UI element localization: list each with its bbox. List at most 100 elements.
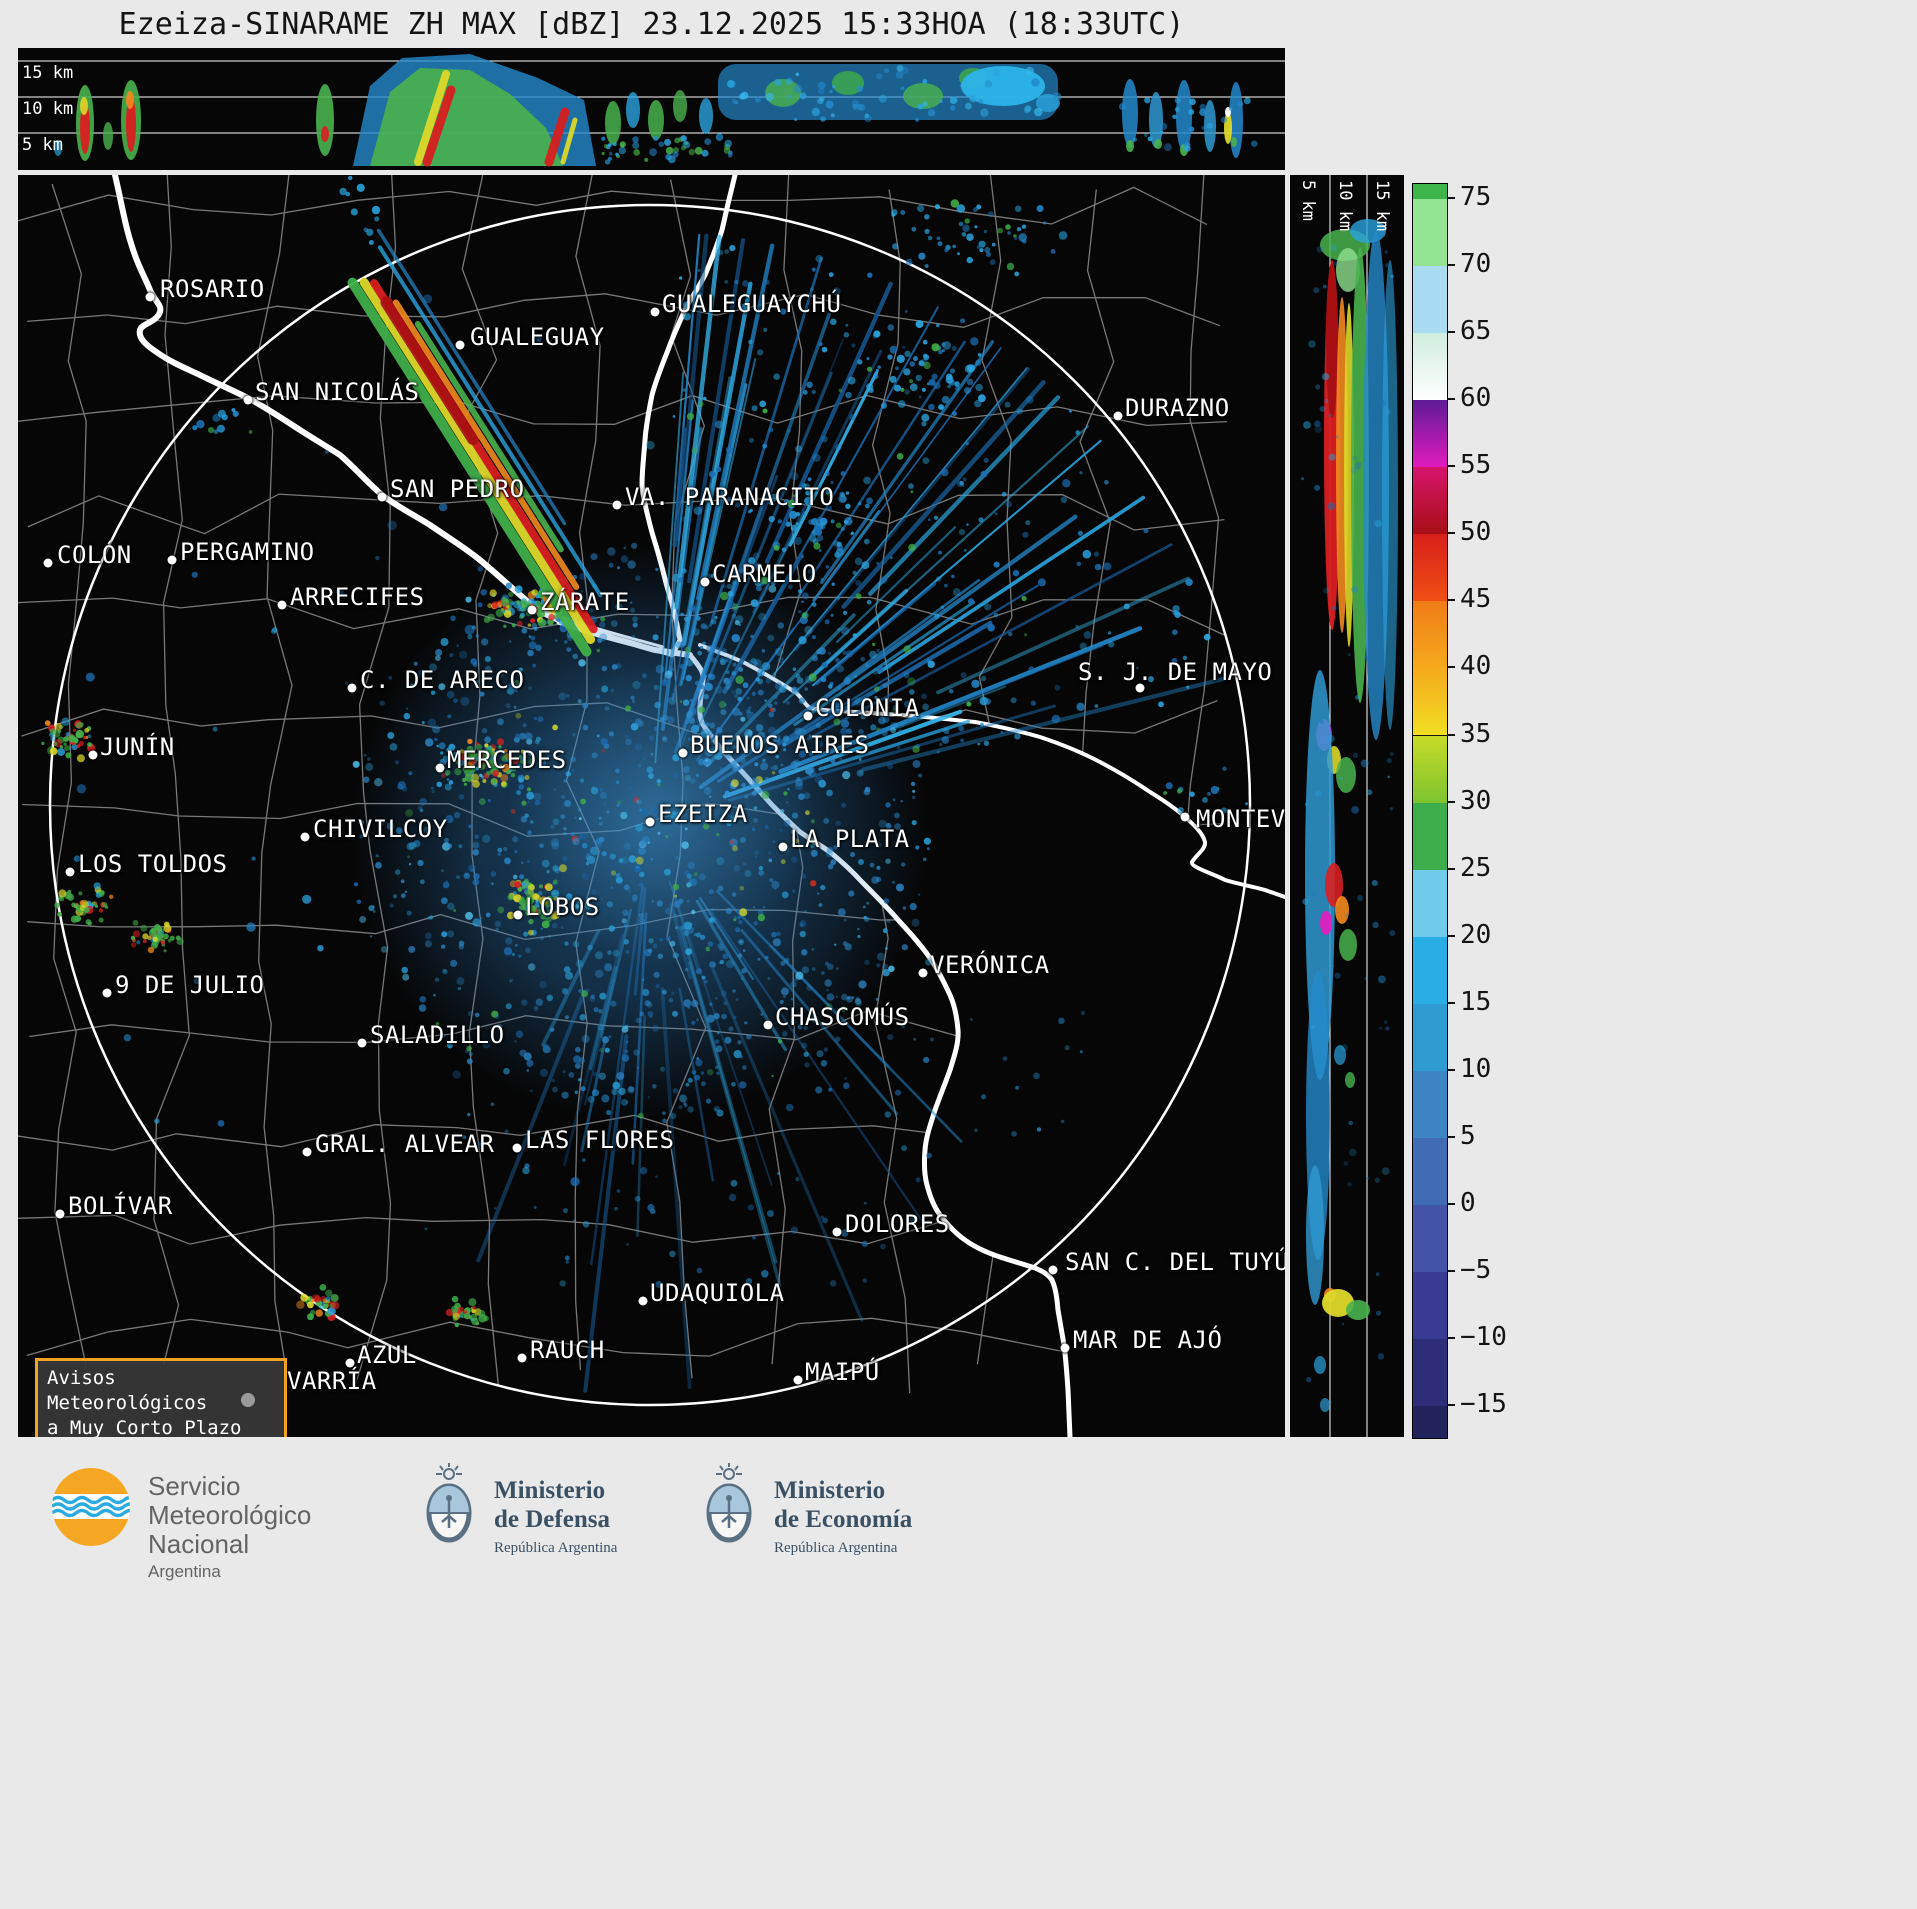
colorbar-tick [1447,1135,1455,1138]
ministerio-economia-group: Ministerio de Economía República Argenti… [698,1462,912,1557]
city-dot [43,558,53,568]
city-label: CARMELO [712,560,817,588]
city-dot [302,1147,312,1157]
city-label: UDAQUIOLA [650,1279,785,1307]
colorbar-tick-label: 65 [1460,316,1492,347]
city-label: EZEIZA [658,800,748,828]
radar-map-canvas [18,175,1285,1437]
city-label: ARRECIFES [290,583,425,611]
city-label: SAN C. DEL TUYÚ [1065,1248,1285,1276]
smn-name-line1: Servicio [148,1471,241,1501]
colorbar-tick [1447,1202,1455,1205]
colorbar-tick [1447,1068,1455,1071]
colorbar-tick [1447,867,1455,870]
colorbar-tick-label: 30 [1460,785,1492,816]
height-axis-label: 10 km [1335,180,1355,232]
colorbar-tick [1447,800,1455,803]
city-label: 9 DE JULIO [115,971,265,999]
city-label: PERGAMINO [180,538,315,566]
city-label: S. J. DE MAYO [1078,658,1273,686]
city-dot [512,1143,522,1153]
city-dot [778,842,788,852]
city-dot [102,988,112,998]
city-dot [377,492,387,502]
colorbar-tick-label: 60 [1460,383,1492,414]
city-label: LOBOS [525,893,600,921]
city-dot [65,867,75,877]
colorbar-tick-label: 40 [1460,651,1492,682]
right-cross-section-canvas [1301,175,1398,1437]
colorbar-tick-label: 50 [1460,517,1492,548]
city-dot [793,1375,803,1385]
colorbar-tick-label: 15 [1460,986,1492,1017]
colorbar-segment [1413,869,1447,937]
city-label: GUALEGUAY [470,323,605,351]
city-dot [918,968,928,978]
city-label: LA PLATA [790,825,910,853]
city-label: CHIVILCOY [313,815,448,843]
colorbar-segment [1413,668,1447,736]
colorbar-tick-label: 45 [1460,584,1492,615]
city-label: LOS TOLDOS [78,850,228,878]
colorbar-tick-label: 70 [1460,249,1492,280]
city-dot [678,748,688,758]
colorbar-tick [1447,1001,1455,1004]
warning-line1: Avisos Meteorológicos [47,1367,208,1414]
colorbar-tick [1447,1337,1455,1339]
page-title: Ezeiza-SINARAME ZH MAX [dBZ] 23.12.2025 … [118,7,1185,42]
city-label: GUALEGUAYCHÚ [662,290,842,318]
city-label: ROSARIO [160,275,265,303]
colorbar-tick [1447,465,1455,468]
colorbar-tick-label: 20 [1460,919,1492,950]
colorbar-segment [1413,184,1447,199]
colorbar-tick-label: 25 [1460,852,1492,883]
colorbar-tick [1447,532,1455,535]
height-axis-label: 15 km [22,63,74,83]
colorbar-tick-label: 55 [1460,450,1492,481]
defensa-line1: Ministerio [494,1477,606,1504]
city-label: DURAZNO [1125,394,1230,422]
city-label: SAN NICOLÁS [255,378,420,406]
city-dot [1048,1265,1058,1275]
city-label: MAR DE AJÓ [1073,1326,1223,1354]
colorbar [1412,183,1448,1439]
smn-name-line2: Meteorológico [148,1500,312,1530]
city-label: JUNÍN [100,733,175,761]
city-dot [345,1358,355,1368]
colorbar-segment [1413,601,1447,669]
height-axis-label: 5 km [22,135,63,155]
city-dot [645,817,655,827]
city-dot [88,750,98,760]
colorbar-tick [1447,264,1455,267]
economia-line1: Ministerio [774,1477,886,1504]
colorbar-tick-label: 5 [1460,1120,1476,1151]
city-dot [1113,411,1123,421]
city-label: CHASCOMÚS [775,1003,910,1031]
colorbar-tick [1447,1270,1455,1272]
city-dot [357,1038,367,1048]
colorbar-tick-label: −5 [1460,1255,1492,1285]
city-label: C. DE ARECO [360,666,525,694]
city-dot [277,600,287,610]
colorbar-segment [1413,1137,1447,1205]
colorbar-segment [1413,735,1447,803]
colorbar-tick [1447,733,1455,736]
city-dot [527,605,537,615]
height-axis-label: 10 km [22,99,74,119]
city-label: RAUCH [530,1336,605,1364]
city-label: LAS FLORES [525,1126,675,1154]
colorbar-tick [1447,197,1455,199]
city-dot [145,292,155,302]
height-axis-label: 15 km [1372,180,1392,232]
city-dot [55,1209,65,1219]
map-panel: ROSARIO GUALEGUAYCHÚ GUALEGUAY SAN NICOLÁS D… [18,175,1285,1437]
city-dot [803,711,813,721]
colorbar-segment [1413,199,1447,267]
city-label: MONTEV [1196,805,1285,833]
economia-sub: República Argentina [774,1540,898,1556]
city-dot [1060,1343,1070,1353]
colorbar-segment [1413,400,1447,468]
city-dot [435,763,445,773]
colorbar-tick [1447,666,1455,669]
